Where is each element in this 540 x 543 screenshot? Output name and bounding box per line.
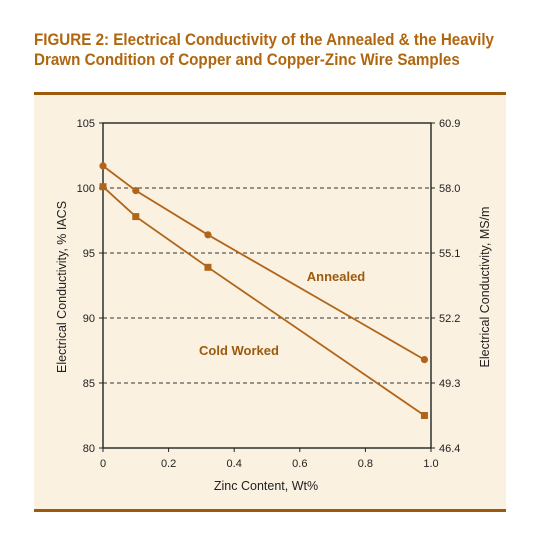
labels: Zinc Content, Wt% Electrical Conductivit…: [55, 201, 492, 493]
point-annealed-1: [132, 187, 140, 195]
y2-tick-label-1: 49.3: [439, 378, 460, 390]
plot-frame: [102, 122, 432, 449]
y-axis-label: Electrical Conductivity, % IACS: [55, 201, 69, 373]
point-cold-worked-2: [204, 263, 212, 271]
figure-title-line-2: Drawn Condition of Copper and Copper-Zin…: [34, 51, 460, 69]
series: [99, 162, 429, 419]
y-tick-label-2: 90: [83, 313, 95, 325]
y-tick-label-0: 80: [83, 443, 95, 455]
series-line-annealed: [102, 165, 425, 361]
y-tick-label-3: 95: [83, 248, 95, 260]
point-cold-worked-1: [132, 213, 140, 221]
y-tick-label-4: 100: [77, 183, 95, 195]
x-tick-label-2: 0.4: [227, 458, 242, 470]
x-tick-label-1: 0.2: [161, 458, 176, 470]
x-axis-label: Zinc Content, Wt%: [214, 479, 318, 493]
y-tick-label-1: 85: [83, 378, 95, 390]
x-tick-label-5: 1.0: [423, 458, 438, 470]
series-label-cold-worked: Cold Worked: [199, 343, 279, 358]
y2-tick-label-3: 55.1: [439, 248, 460, 260]
figure-title: FIGURE 2: Electrical Conductivity of the…: [34, 30, 494, 70]
x-tick-label-0: 0: [100, 458, 106, 470]
y2-tick-label-2: 52.2: [439, 313, 460, 325]
series-line-cold-worked: [102, 186, 425, 417]
figure-title-line-1: FIGURE 2: Electrical Conductivity of the…: [34, 31, 494, 49]
series-label-annealed: Annealed: [307, 269, 366, 284]
x-tick-label-3: 0.6: [292, 458, 307, 470]
y-tick-label-5: 105: [77, 118, 95, 130]
point-cold-worked-0: [99, 183, 107, 191]
axes: [99, 122, 435, 452]
point-annealed-3: [420, 356, 429, 364]
point-annealed-0: [99, 162, 107, 170]
y2-tick-label-4: 58.0: [439, 183, 460, 195]
x-tick-label-4: 0.8: [358, 458, 373, 470]
y2-tick-label-0: 46.4: [439, 443, 460, 455]
y2-axis-label: Electrical Conductivity, MS/m: [478, 207, 492, 368]
point-cold-worked-3: [420, 412, 428, 419]
tick-labels: 80 46.4 85 49.3 90 52.2 95 55.1 100 58.0 105 60.9 0 0…: [77, 118, 461, 470]
point-annealed-2: [204, 231, 212, 239]
y2-tick-label-5: 60.9: [439, 118, 460, 130]
chart-panel: [34, 92, 506, 512]
